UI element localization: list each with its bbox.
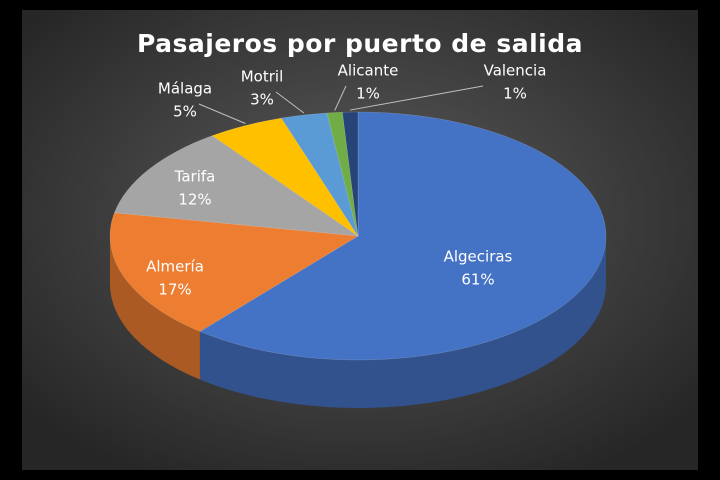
slice [109,212,359,380]
slice-label: Almería [146,258,204,276]
slice-top [280,112,359,237]
slice-value-label: 61% [461,271,494,289]
slice-label: Málaga [158,80,212,98]
slice-top [342,111,359,237]
slice [326,111,359,237]
leader-line [198,103,246,124]
slice-side [109,236,200,380]
slice-value-label: 1% [503,85,527,103]
slice-label: Valencia [484,62,547,80]
leader-line [350,85,484,111]
slice-value-label: 12% [178,191,211,209]
leader-line [334,85,347,111]
slice-top [326,111,359,237]
pie [109,111,607,408]
slice [114,135,359,237]
slice [199,111,607,408]
slice-top [211,117,359,237]
chart-title: Pasajeros por puerto de salida [137,29,583,58]
labels: Algeciras 61% Almería 17% Tarifa 12% Málaga 5% M… [146,62,546,299]
slice-top [114,135,359,237]
slice-label: Alicante [338,62,399,80]
slice-label: Tarifa [174,168,216,186]
slice-value-label: 1% [356,85,380,103]
slice-value-label: 3% [250,91,274,109]
slice-label: Motril [241,68,284,86]
slice [280,112,359,237]
leader-line [275,91,305,114]
slice-top [199,111,607,361]
slice [342,111,359,237]
slice-value-label: 5% [173,103,197,121]
slice-side [199,236,606,408]
slice-top [109,212,359,332]
slice-label: Algeciras [444,248,513,266]
slice-value-label: 17% [158,281,191,299]
slice [211,117,359,237]
